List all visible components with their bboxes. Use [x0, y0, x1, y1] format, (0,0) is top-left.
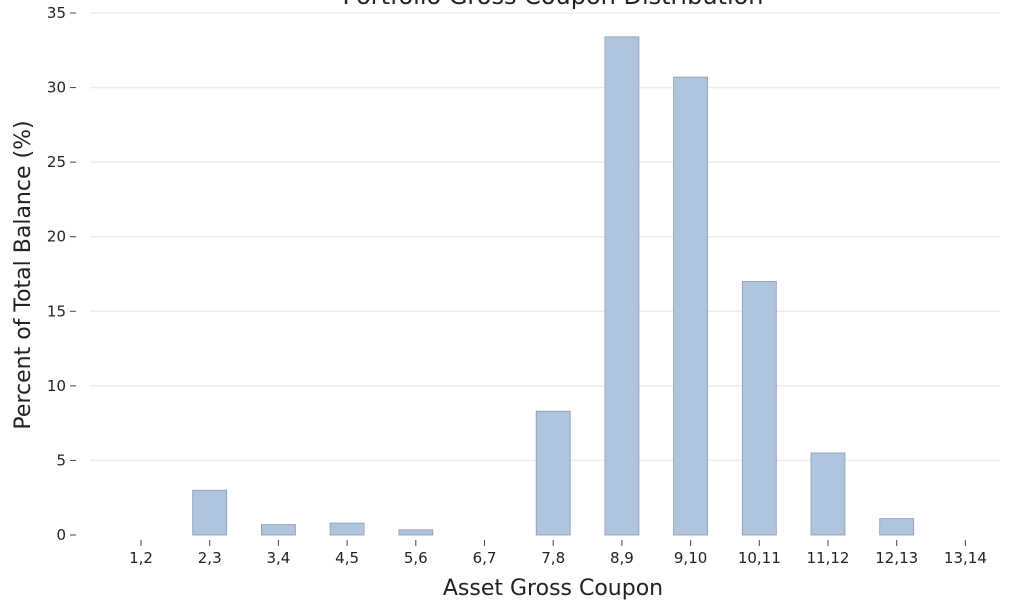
y-tick-label: 5 [56, 451, 66, 469]
bar [535, 410, 571, 536]
x-tick-label: 6,7 [473, 549, 497, 567]
x-tick-label: 7,8 [541, 549, 565, 567]
y-axis-ticks: 0 5 10 15 20 25 30 35 [47, 4, 76, 544]
bar [604, 36, 640, 536]
y-tick-label: 35 [47, 4, 66, 22]
x-axis-title: Asset Gross Coupon [443, 576, 663, 600]
bar [810, 452, 846, 536]
x-tick-label: 12,13 [875, 549, 918, 567]
x-axis-ticks: 1,2 2,3 3,4 4,5 5,6 6,7 7,8 8,9 9,10 10,11 11,12 12… [129, 540, 987, 567]
y-tick-label: 30 [47, 79, 66, 97]
y-tick-label: 20 [47, 228, 66, 246]
bar [398, 529, 434, 536]
x-tick-label: 1,2 [129, 549, 153, 567]
y-tick-label: 0 [56, 526, 66, 544]
x-tick-label: 13,14 [944, 549, 987, 567]
bars [192, 36, 915, 536]
bar [329, 522, 365, 536]
bar [192, 489, 228, 536]
chart-title: Portfolio Gross Coupon Distribution [342, 0, 763, 10]
x-tick-label: 8,9 [610, 549, 634, 567]
bar [673, 76, 708, 536]
grid-lines [90, 12, 1000, 462]
y-tick-label: 15 [47, 302, 66, 320]
bar [879, 518, 915, 536]
bar [741, 281, 777, 536]
y-tick-label: 10 [47, 377, 66, 395]
x-tick-label: 5,6 [404, 549, 428, 567]
x-tick-label: 3,4 [266, 549, 290, 567]
y-tick-label: 25 [47, 153, 66, 171]
bar [260, 524, 296, 536]
x-tick-label: 2,3 [198, 549, 222, 567]
y-axis-title: Percent of Total Balance (%) [11, 120, 36, 429]
x-tick-label: 10,11 [738, 549, 781, 567]
x-tick-label: 4,5 [335, 549, 359, 567]
x-tick-label: 11,12 [807, 549, 850, 567]
x-tick-label: 9,10 [674, 549, 707, 567]
